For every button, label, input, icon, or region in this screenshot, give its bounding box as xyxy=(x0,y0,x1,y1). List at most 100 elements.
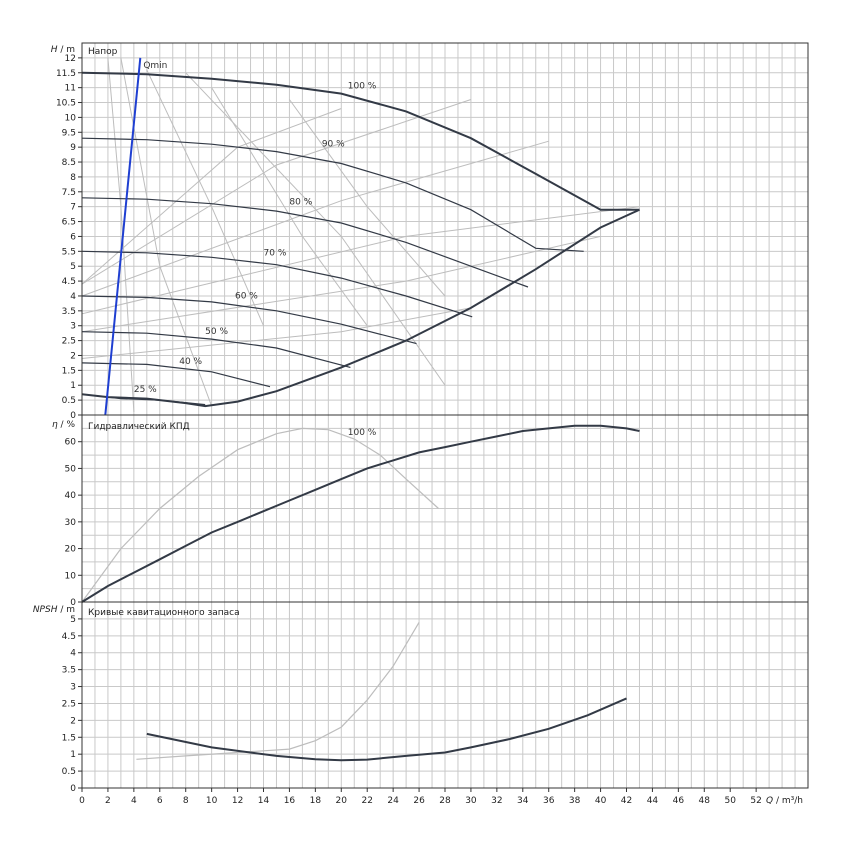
y-tick-label: 0 xyxy=(70,411,76,421)
faint-head-line xyxy=(81,140,549,297)
speed-curve xyxy=(81,331,351,368)
y-tick-label: 20 xyxy=(65,545,77,555)
faint-head-line xyxy=(107,57,135,413)
y-tick-label: 9.5 xyxy=(62,128,76,138)
y-tick-label: 4 xyxy=(70,649,76,659)
x-tick-label: 48 xyxy=(699,796,711,806)
faint-head-line xyxy=(288,99,446,297)
y-tick-label: 12 xyxy=(65,54,76,64)
y-tick-label: 10.5 xyxy=(56,99,76,109)
speed-curve-label: 25 % xyxy=(134,385,157,395)
y-tick-label: 2 xyxy=(70,716,76,726)
y-tick-label: 2.5 xyxy=(62,699,76,709)
y-tick-label: 8 xyxy=(70,173,76,183)
y-tick-label: 0.5 xyxy=(62,396,76,406)
y-tick-label: 3.5 xyxy=(62,666,76,676)
faint-curves-layer xyxy=(81,57,640,760)
y-tick-label: 4.5 xyxy=(62,632,76,642)
x-tick-label: 0 xyxy=(79,796,85,806)
npsh-curve xyxy=(146,697,627,762)
y-tick-label: 0.5 xyxy=(62,767,76,777)
y-tick-label: 11 xyxy=(65,84,76,94)
x-tick-label: 40 xyxy=(595,796,607,806)
y-tick-label: 1.5 xyxy=(62,733,76,743)
speed-curve-label: 60 % xyxy=(235,291,258,301)
y-tick-label: 1 xyxy=(70,381,76,391)
x-tick-label: 26 xyxy=(413,796,425,806)
y-tick-label: 40 xyxy=(65,491,77,501)
qmin-label: Qmin xyxy=(143,61,167,71)
npsh-panel-title: Кривые кавитационного запаса xyxy=(88,608,240,618)
y-tick-label: 7.5 xyxy=(62,188,76,198)
x-tick-label: 52 xyxy=(750,796,761,806)
x-tick-label: 28 xyxy=(439,796,451,806)
axes-layer: 00.511.522.533.544.555.566.577.588.599.5… xyxy=(56,42,809,806)
labels-layer: Qmin 100 % 90 % 80 % 70 % 60 % 50 % 40 % 25 % 100… xyxy=(134,61,377,438)
x-tick-label: 44 xyxy=(647,796,659,806)
faint-head-line xyxy=(211,87,368,326)
speed-curve xyxy=(81,137,584,252)
speed-curve xyxy=(81,71,640,211)
y-tick-label: 6 xyxy=(70,232,76,242)
y-tick-label: 4 xyxy=(70,292,76,302)
x-tick-label: 10 xyxy=(206,796,218,806)
y-tick-label: 5 xyxy=(70,615,76,625)
speed-curve-label: 40 % xyxy=(179,357,202,367)
y-tick-label: 2.5 xyxy=(62,337,76,347)
x-tick-label: 12 xyxy=(232,796,243,806)
faint-head-line xyxy=(81,99,472,285)
head-axis-label: H / m xyxy=(51,45,75,55)
speed-curve-label: 100 % xyxy=(348,82,377,92)
qmin-line xyxy=(104,57,142,416)
x-tick-label: 6 xyxy=(157,796,163,806)
y-tick-label: 0 xyxy=(70,598,76,608)
x-tick-label: 46 xyxy=(673,796,685,806)
x-tick-label: 30 xyxy=(465,796,477,806)
x-tick-label: 22 xyxy=(361,796,372,806)
x-tick-label: 18 xyxy=(310,796,322,806)
x-tick-label: 42 xyxy=(621,796,632,806)
npsh-axis-label: NPSH / m xyxy=(33,605,75,615)
faint-head-line xyxy=(81,307,471,359)
y-tick-label: 9 xyxy=(70,143,76,153)
faint-head-line xyxy=(146,69,264,326)
x-tick-label: 38 xyxy=(569,796,581,806)
speed-curve-label: 50 % xyxy=(205,327,228,337)
speed-curve xyxy=(81,197,529,288)
efficiency-panel-title: Гидравлический КПД xyxy=(88,422,190,432)
x-tick-label: 50 xyxy=(724,796,736,806)
speed-curve xyxy=(81,250,473,318)
flow-axis-label: Q / m³/h xyxy=(766,796,803,806)
y-tick-label: 7 xyxy=(70,203,76,213)
speed-curve xyxy=(81,295,417,345)
y-tick-label: 10 xyxy=(65,113,77,123)
y-tick-label: 8.5 xyxy=(62,158,76,168)
x-tick-label: 2 xyxy=(105,796,111,806)
speed-curve-label: 90 % xyxy=(322,140,345,150)
y-tick-label: 3.5 xyxy=(62,307,76,317)
x-tick-label: 4 xyxy=(131,796,137,806)
y-tick-label: 50 xyxy=(65,464,77,474)
y-tick-label: 11.5 xyxy=(56,69,76,79)
envelope-curve xyxy=(81,208,640,408)
y-tick-label: 4.5 xyxy=(62,277,76,287)
x-tick-label: 14 xyxy=(258,796,270,806)
faint-head-line xyxy=(81,235,601,333)
y-tick-label: 10 xyxy=(65,571,77,581)
y-tick-label: 5.5 xyxy=(62,247,76,257)
x-tick-label: 8 xyxy=(183,796,189,806)
y-tick-label: 3 xyxy=(70,322,76,332)
y-tick-label: 0 xyxy=(70,784,76,794)
efficiency-axis-label: η / % xyxy=(52,420,75,430)
y-tick-label: 30 xyxy=(65,518,77,528)
efficiency-curve xyxy=(81,424,640,603)
x-tick-label: 16 xyxy=(284,796,296,806)
efficiency-curve-label: 100 % xyxy=(348,428,377,438)
y-tick-label: 1.5 xyxy=(62,366,76,376)
y-tick-label: 1 xyxy=(70,750,76,760)
speed-curve-label: 70 % xyxy=(264,248,287,258)
faint-efficiency-curve xyxy=(81,427,439,603)
curves-layer xyxy=(81,57,640,762)
x-tick-label: 20 xyxy=(336,796,348,806)
